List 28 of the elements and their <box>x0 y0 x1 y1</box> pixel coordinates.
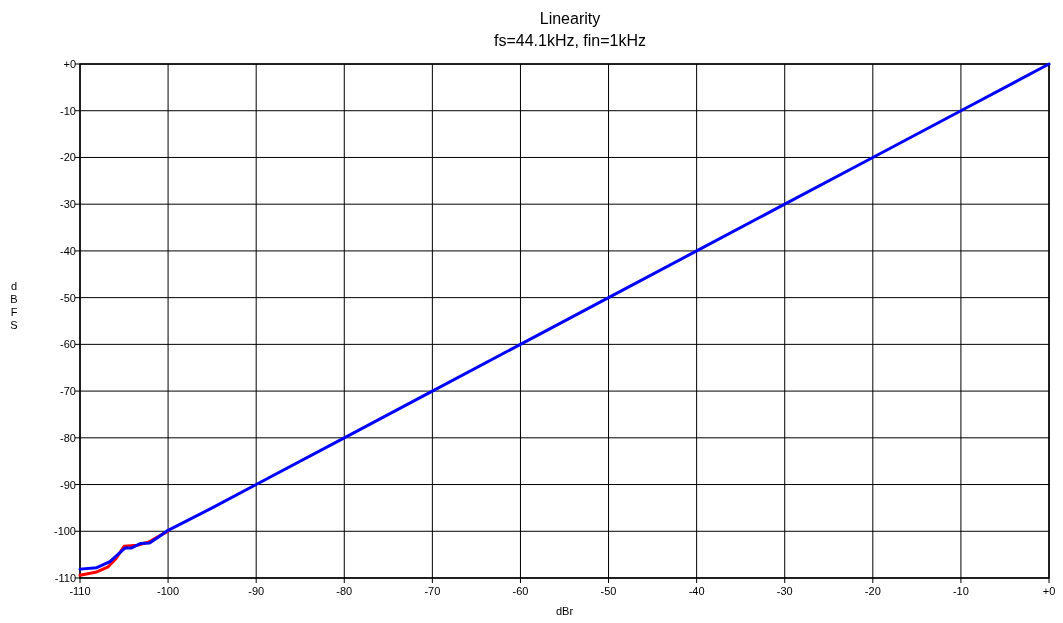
x-tick-label: -50 <box>600 585 617 597</box>
x-tick-label: -40 <box>688 585 705 597</box>
y-tick-label: -30 <box>60 198 76 211</box>
y-tick-label: -70 <box>60 385 76 398</box>
y-tick-label: -40 <box>60 244 76 257</box>
y-axis-title: dBFS <box>10 279 18 331</box>
x-tick-label: -60 <box>512 585 529 597</box>
y-tick-label: -90 <box>60 478 76 491</box>
x-tick-label: -30 <box>776 585 793 597</box>
chart-subtitle: fs=44.1kHz, fin=1kHz <box>493 32 647 49</box>
x-tick-label: -110 <box>69 585 91 597</box>
x-tick-label: +0 <box>1042 585 1056 597</box>
y-tick-label: -20 <box>60 151 76 164</box>
y-tick-label: +0 <box>63 58 76 70</box>
y-tick-label: -50 <box>60 291 76 304</box>
x-tick-label: -20 <box>864 585 881 597</box>
x-axis-title: dBr <box>555 605 574 617</box>
x-tick-label: -10 <box>952 585 969 597</box>
y-tick-label: -100 <box>53 525 76 538</box>
x-tick-label: -100 <box>157 585 180 597</box>
y-tick-label: -60 <box>60 338 76 351</box>
x-tick-label: -80 <box>336 585 353 597</box>
y-tick-label: -80 <box>60 431 76 444</box>
x-tick-label: -90 <box>248 585 265 597</box>
chart-title: Linearity <box>539 10 601 27</box>
y-tick-label: -110 <box>54 572 76 584</box>
x-tick-label: -70 <box>424 585 441 597</box>
y-tick-label: -10 <box>60 104 76 117</box>
